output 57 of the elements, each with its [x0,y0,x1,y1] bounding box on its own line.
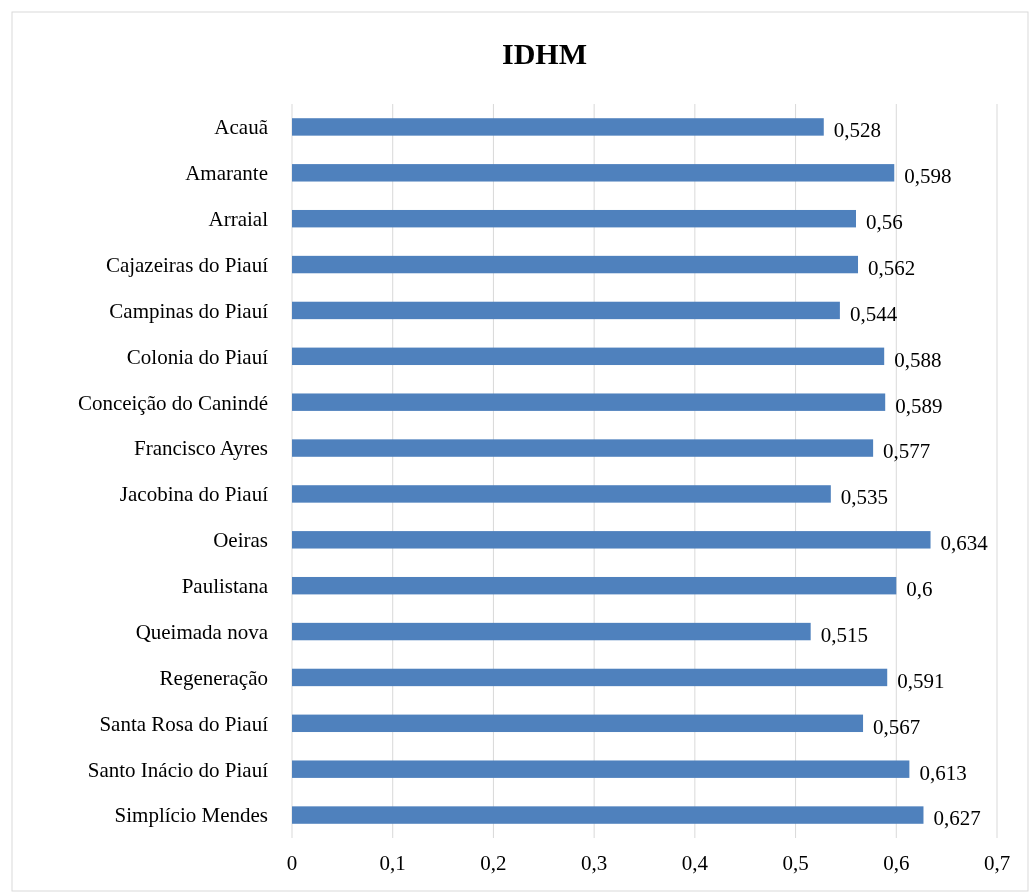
data-label: 0,613 [919,760,967,785]
data-label: 0,591 [897,668,945,693]
data-label: 0,567 [873,714,921,739]
bar [292,255,859,274]
bar [292,622,811,641]
bar [292,760,910,778]
y-tick-label: Acauã [214,115,269,140]
y-tick-label: Amarante [185,161,268,186]
bar [292,209,856,228]
bar [292,118,824,136]
data-label: 0,6 [906,577,933,602]
data-label: 0,562 [868,255,916,280]
data-label: 0,577 [883,439,931,464]
bar [292,714,864,733]
data-label: 0,598 [904,164,952,189]
x-tick-label: 0,2 [480,851,507,875]
x-tick-label: 0,4 [681,851,709,875]
y-tick-label: Conceição do Canindé [77,390,268,415]
y-tick-label: Santa Rosa do Piauí [99,711,269,736]
y-tick-label: Campinas do Piauí [109,298,269,323]
y-tick-label: Santo Inácio do Piauí [87,757,269,782]
data-label: 0,589 [895,393,943,418]
y-tick-label: Colonia do Piauí [126,344,269,369]
y-tick-label: Queimada nova [135,619,269,644]
bar [292,164,895,182]
y-tick-label: Jacobina do Piauí [119,482,269,507]
x-tick-label: 0,6 [883,851,910,875]
data-label: 0,627 [933,806,981,831]
bar [292,668,888,687]
y-tick-label: Paulistana [181,574,269,599]
bar [292,485,831,503]
data-label: 0,588 [894,347,942,372]
data-label: 0,56 [866,210,903,235]
bar [292,806,924,824]
y-tick-label: Francisco Ayres [134,436,268,461]
x-tick-label: 0,5 [782,851,809,875]
bar [292,347,885,366]
bar [292,393,886,411]
data-label: 0,634 [940,531,989,556]
bar [292,439,874,457]
x-tick-label: 0,1 [379,851,406,875]
data-label: 0,544 [849,301,898,326]
x-tick-label: 0,7 [983,851,1011,875]
y-tick-label: Oeiras [213,528,268,553]
y-tick-label: Cajazeiras do Piauí [105,252,269,277]
data-label: 0,535 [840,485,889,510]
y-tick-label: Arraial [208,207,269,232]
data-label: 0,528 [833,118,882,143]
y-tick-label: Regeneração [159,665,268,690]
bar [292,576,897,595]
chart-title: IDHM [502,37,587,70]
y-tick-label: Simplício Mendes [114,803,268,828]
x-tick-label: 0 [286,851,298,875]
bar [292,301,840,320]
x-tick-label: 0,3 [581,851,608,875]
data-label: 0,515 [820,622,868,647]
bar [292,531,931,549]
